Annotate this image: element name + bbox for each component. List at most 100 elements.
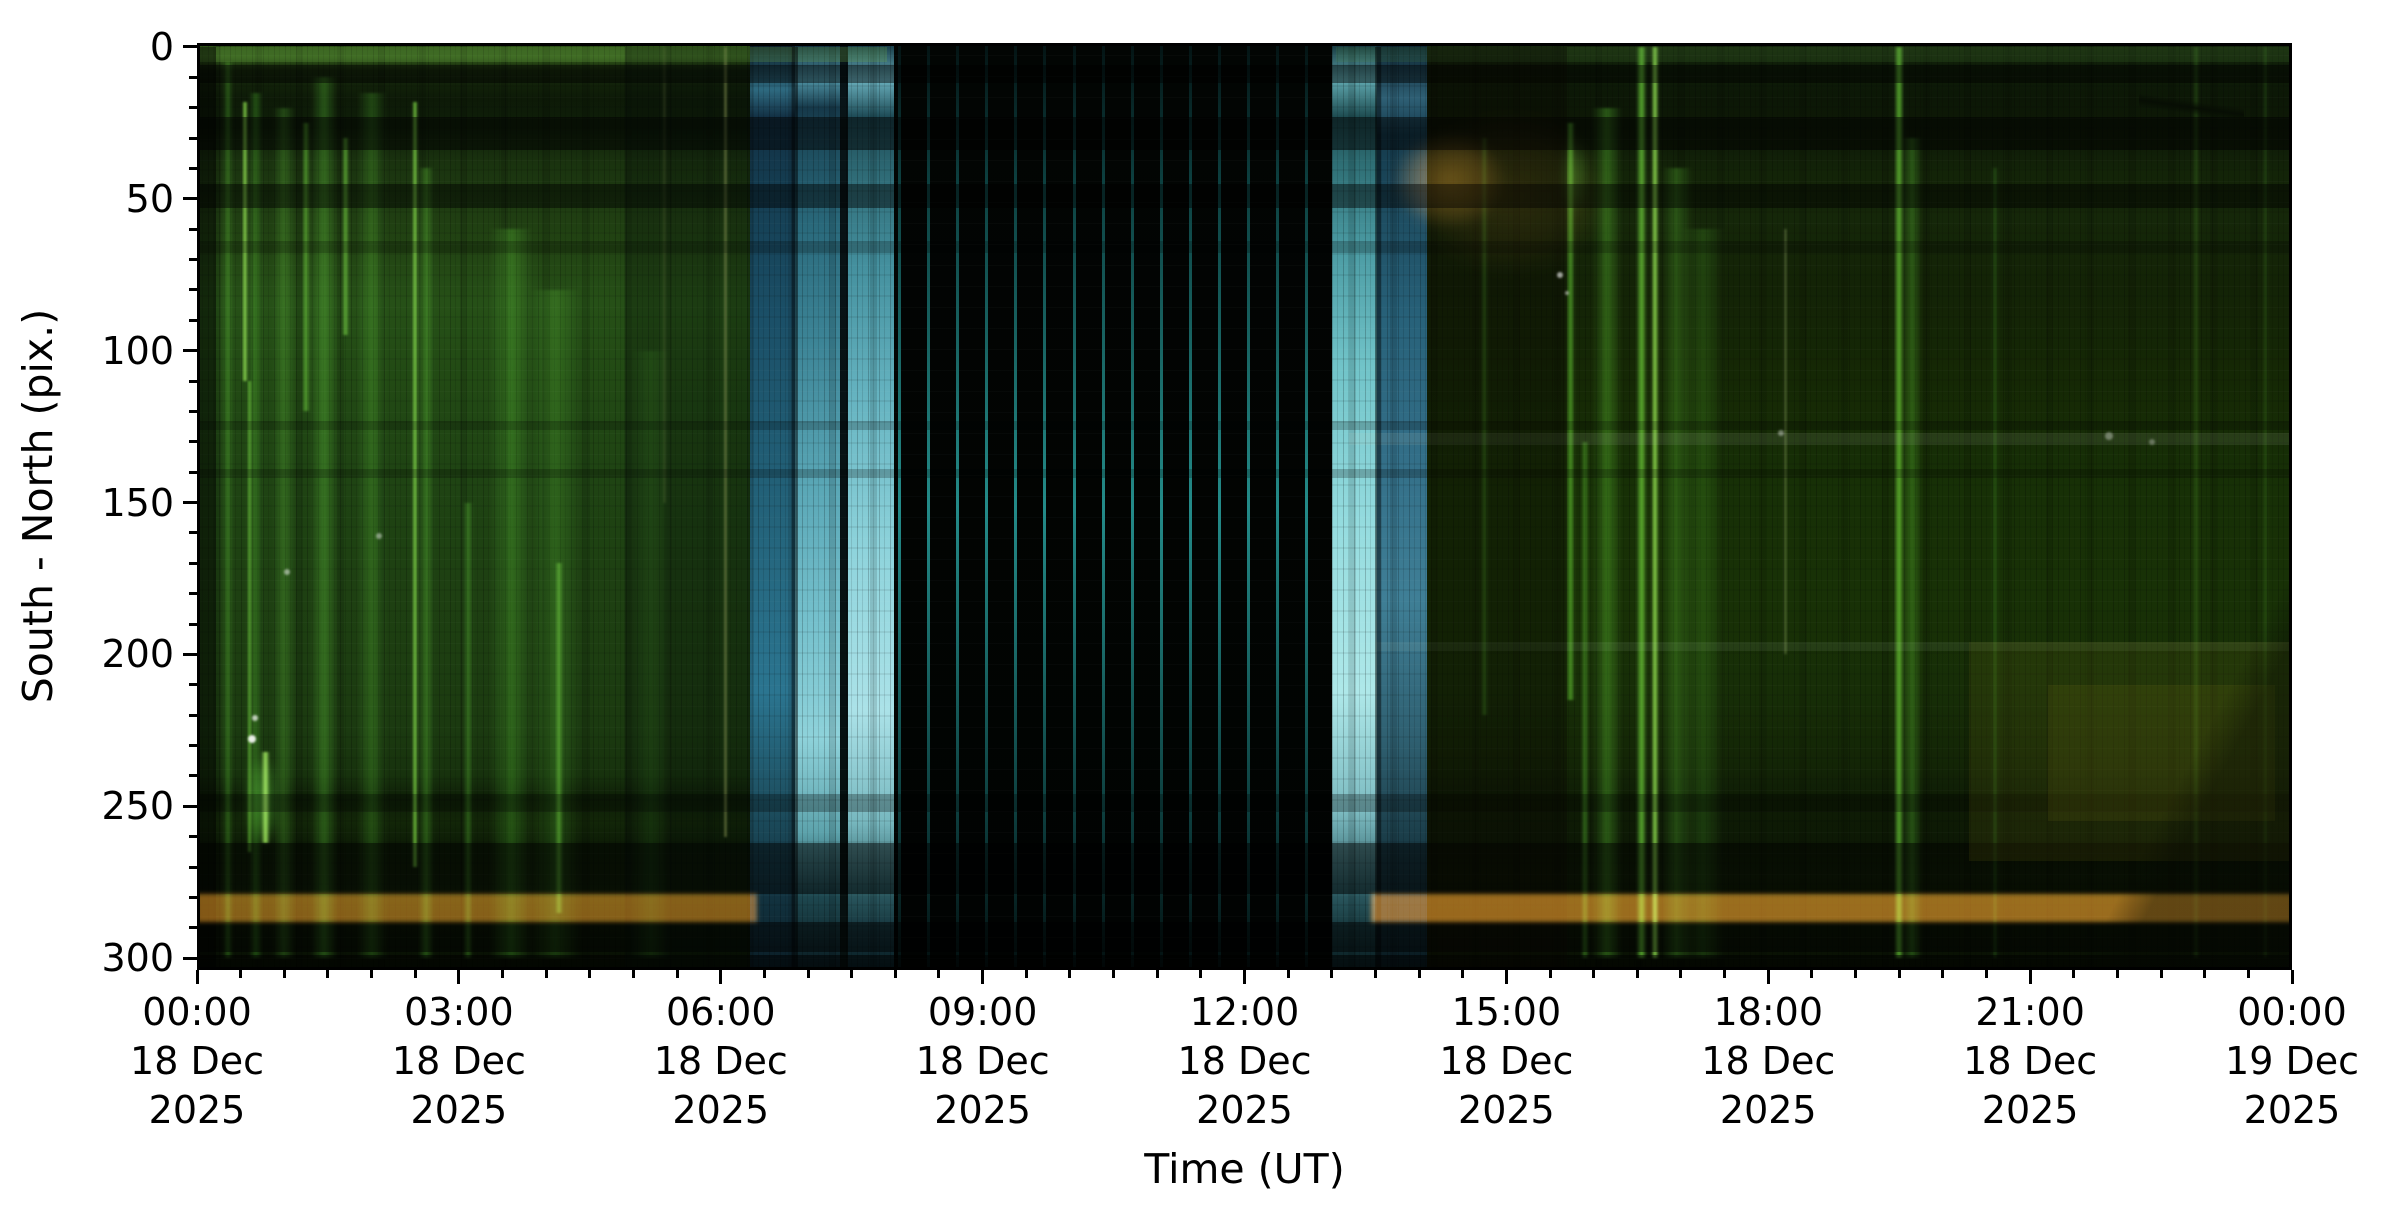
y-tick-label: 0 [149,24,174,69]
x-minor-tick [1373,970,1377,978]
daytime-exposure-line [1247,43,1251,970]
horizontal-band [197,241,2292,254]
y-minor-tick [189,379,197,383]
y-minor-tick [189,926,197,930]
x-minor-tick [1592,970,1596,978]
x-minor-tick [2203,970,2207,978]
horizontal-band [197,469,2292,479]
x-minor-tick [501,970,505,978]
horizontal-band [1375,642,2292,652]
x-minor-tick [850,970,854,978]
y-tick-label: 50 [125,176,174,221]
daytime-exposure-line [927,43,931,970]
daytime-exposure-line [1276,43,1280,970]
daytime-exposure-line [1305,43,1309,970]
horizontal-band [197,420,2292,430]
y-minor-tick [189,470,197,474]
aurora-streak [1565,122,1575,700]
aurora-streak [555,563,564,913]
star-speck [375,532,382,539]
star-speck [1778,429,1785,436]
x-minor-tick [937,970,941,978]
x-minor-tick [1286,970,1290,978]
horizontal-band [197,921,2292,953]
x-minor-tick [631,970,635,978]
y-minor-tick [189,774,197,778]
x-minor-tick [762,970,766,978]
y-minor-tick [189,683,197,687]
horizontal-band [792,46,798,970]
x-minor-tick [1024,970,1028,978]
daytime-exposure-line [1014,43,1018,970]
keogram-band [794,43,841,970]
diagonal-feature [2139,71,2244,145]
star-speck [2104,431,2113,440]
y-minor-tick [189,531,197,535]
aurora-streak [1680,229,1725,959]
y-minor-tick [189,258,197,262]
x-minor-tick [1461,970,1465,978]
aurora-streak [1650,46,1659,959]
horizontal-band [197,842,2292,895]
x-minor-tick [1723,970,1727,978]
daytime-exposure-line [1159,43,1163,970]
y-tick-label: 100 [101,328,174,373]
plot-area [197,43,2292,970]
y-minor-tick [189,744,197,748]
y-minor-tick [189,622,197,626]
x-minor-tick [370,970,374,978]
x-major-tick [1766,970,1770,984]
x-minor-tick [326,970,330,978]
horizontal-band [197,183,2292,208]
x-minor-tick [1635,970,1639,978]
x-minor-tick [1810,970,1814,978]
x-tick-label: 00:00 19 Dec 2025 [2225,990,2359,1132]
x-minor-tick [1984,970,1988,978]
aurora-streak [412,101,419,868]
daytime-exposure-line [1043,43,1047,970]
keogram-band [749,43,795,970]
x-minor-tick [1112,970,1116,978]
daytime-exposure-line [985,43,989,970]
y-minor-tick [189,561,197,565]
y-minor-tick [189,865,197,869]
x-minor-tick [1548,970,1552,978]
horizontal-band [1969,642,2292,861]
y-minor-tick [189,835,197,839]
x-major-tick [1504,970,1508,984]
aurora-streak [1580,441,1589,959]
x-minor-tick [282,970,286,978]
y-minor-tick [189,440,197,444]
x-minor-tick [675,970,679,978]
horizontal-band [1374,46,1381,970]
daytime-exposure-line [1188,43,1192,970]
y-tick-label: 250 [101,784,174,829]
x-tick-label: 03:00 18 Dec 2025 [391,990,526,1132]
aurora-streak [723,46,727,837]
star-speck [283,569,290,576]
horizontal-band [197,116,2292,151]
y-minor-tick [189,713,197,717]
x-tick-label: 00:00 18 Dec 2025 [130,990,264,1132]
x-tick-label: 15:00 18 Dec 2025 [1439,990,1574,1132]
aurora-streak [273,107,296,959]
star-speck [1557,271,1564,278]
x-major-tick [981,970,985,984]
y-major-tick [183,956,197,960]
y-major-tick [183,501,197,505]
aurora-streak [1661,168,1692,959]
y-major-tick [183,652,197,656]
aurora-streak [302,122,311,412]
keogram-band [893,43,1332,970]
x-minor-tick [893,970,897,978]
x-major-tick [719,970,723,984]
y-minor-tick [189,895,197,899]
y-minor-tick [189,166,197,170]
aurora-streak [490,229,533,959]
x-minor-tick [1199,970,1203,978]
x-tick-label: 12:00 18 Dec 2025 [1177,990,1312,1132]
y-major-tick [183,349,197,353]
x-minor-tick [1679,970,1683,978]
aurora-streak [1591,107,1622,959]
